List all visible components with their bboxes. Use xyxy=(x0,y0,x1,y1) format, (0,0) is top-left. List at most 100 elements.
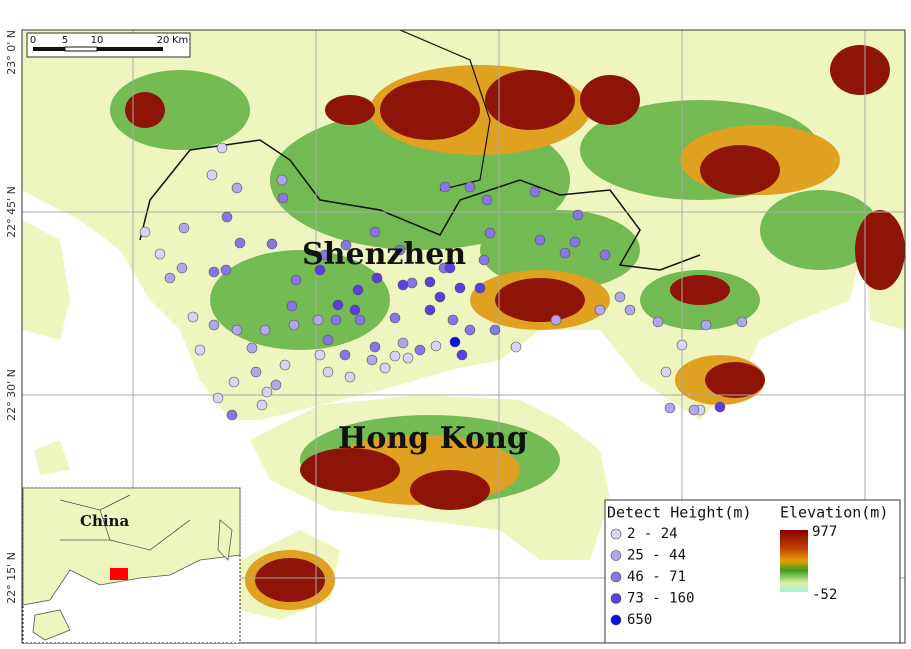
station xyxy=(439,181,451,193)
station xyxy=(366,354,378,366)
legend-symbol xyxy=(610,528,622,540)
station xyxy=(529,186,541,198)
station xyxy=(736,316,748,328)
station xyxy=(354,314,366,326)
scale-tick: 10 xyxy=(91,35,104,46)
station xyxy=(194,344,206,356)
station xyxy=(276,174,288,186)
station xyxy=(250,366,262,378)
station xyxy=(714,401,726,413)
station xyxy=(394,244,406,256)
station xyxy=(206,169,218,181)
station xyxy=(700,319,712,331)
station xyxy=(246,342,258,354)
station xyxy=(389,350,401,362)
place-label: Shenzhen xyxy=(302,237,466,272)
scale-tick: 0 xyxy=(30,35,36,46)
legend-symbol xyxy=(610,571,622,583)
border xyxy=(189,139,701,271)
station xyxy=(231,182,243,194)
legend-label: 2 - 24 xyxy=(627,526,678,542)
legend-label: 46 - 71 xyxy=(627,569,686,585)
station xyxy=(371,272,383,284)
station xyxy=(474,282,486,294)
station xyxy=(652,316,664,328)
latitude-label: 22° 30' N xyxy=(5,369,18,421)
station xyxy=(208,266,220,278)
station xyxy=(154,248,166,260)
station xyxy=(322,366,334,378)
station xyxy=(402,352,414,364)
station xyxy=(369,341,381,353)
elevation-ramp xyxy=(780,530,808,592)
station xyxy=(319,249,331,261)
land-west xyxy=(22,220,70,340)
station xyxy=(220,264,232,276)
station xyxy=(456,349,468,361)
map-frame xyxy=(21,29,906,644)
station xyxy=(478,254,490,266)
station xyxy=(484,227,496,239)
station xyxy=(397,279,409,291)
station xyxy=(510,341,522,353)
station xyxy=(234,237,246,249)
station xyxy=(259,324,271,336)
station xyxy=(176,262,188,274)
legend-symbol xyxy=(610,593,622,604)
station xyxy=(369,226,381,238)
station xyxy=(464,181,476,193)
station xyxy=(340,239,352,251)
station xyxy=(444,262,456,274)
station xyxy=(447,314,459,326)
inset-map: China xyxy=(22,487,241,644)
station xyxy=(314,349,326,361)
station xyxy=(270,379,282,391)
station xyxy=(164,272,176,284)
station xyxy=(397,337,409,349)
scale-tick: 20 xyxy=(157,35,170,46)
station xyxy=(660,366,672,378)
station xyxy=(332,299,344,311)
station xyxy=(256,399,268,411)
inset-label: China xyxy=(80,512,129,530)
latitude-label: 22° 45' N xyxy=(5,186,18,238)
station xyxy=(228,376,240,388)
station xyxy=(464,324,476,336)
legend-symbol xyxy=(610,550,622,561)
station xyxy=(569,236,581,248)
station xyxy=(676,339,688,351)
station xyxy=(664,402,676,414)
scale-tick: 5 xyxy=(62,35,68,46)
station xyxy=(424,276,436,288)
latitude-label: 22° 15' N xyxy=(5,552,18,604)
station xyxy=(379,362,391,374)
scale-bar: 0 5 10 20 Km xyxy=(26,32,191,58)
elevation-min: -52 xyxy=(812,587,837,603)
legend-label: 73 - 160 xyxy=(627,591,694,607)
station xyxy=(330,314,342,326)
legend-label: 650 xyxy=(627,612,652,628)
station xyxy=(414,344,426,356)
station xyxy=(559,247,571,259)
station xyxy=(489,324,501,336)
station xyxy=(688,404,700,416)
station xyxy=(454,282,466,294)
latitude-label: 23° 0' N xyxy=(5,30,18,75)
station xyxy=(286,300,298,312)
station xyxy=(277,192,289,204)
station xyxy=(279,359,291,371)
elevation-max: 977 xyxy=(812,524,837,540)
station xyxy=(226,409,238,421)
station xyxy=(406,277,418,289)
station xyxy=(139,226,151,238)
islet xyxy=(34,440,70,475)
station xyxy=(178,222,190,234)
station xyxy=(434,291,446,303)
station xyxy=(599,249,611,261)
station xyxy=(187,311,199,323)
station xyxy=(312,314,324,326)
legend-label: 25 - 44 xyxy=(627,548,686,564)
station xyxy=(624,304,636,316)
station xyxy=(322,334,334,346)
